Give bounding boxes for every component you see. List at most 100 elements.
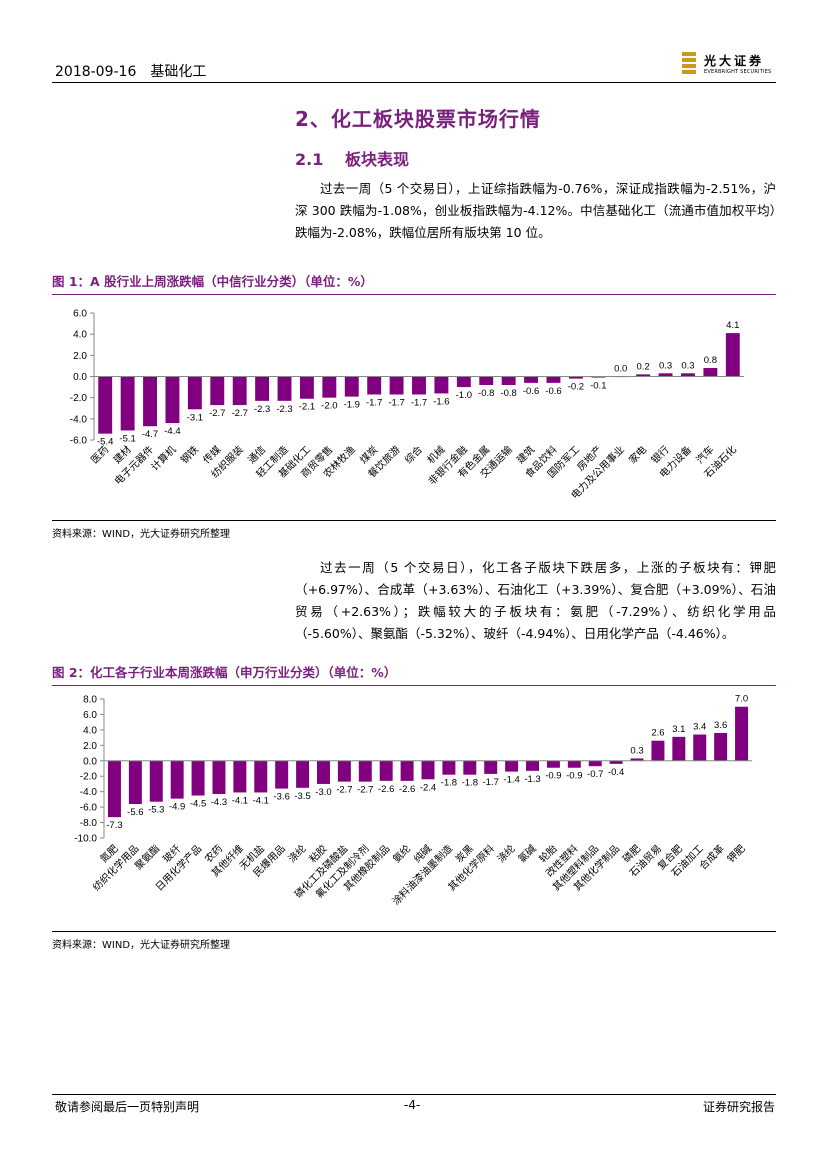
bar-7 (254, 760, 268, 793)
data-label-2: -5.3 (148, 805, 164, 816)
bar-21 (568, 376, 583, 379)
data-label-15: -2.4 (420, 782, 436, 793)
y-tick-label: 0.0 (83, 756, 97, 767)
bar-19 (505, 760, 519, 772)
data-label-7: -4.1 (253, 795, 269, 806)
data-label-4: -3.1 (187, 412, 203, 423)
data-label-8: -2.3 (276, 404, 292, 415)
footer-report-type: 证券研究报告 (703, 1100, 776, 1114)
bar-22 (567, 760, 581, 768)
bar-26 (681, 373, 695, 377)
chart-industry-weekly-change: 6.04.02.00.0-2.0-4.0-6.0 -5.4医药-5.1建材-4.7… (70, 309, 744, 502)
bar-13 (379, 760, 393, 781)
bar-11 (344, 376, 359, 397)
y-tick-label: -6.0 (70, 436, 88, 447)
bar-25 (658, 373, 673, 377)
data-label-3: -4.4 (164, 426, 180, 437)
chart-chemical-subsector-change: 8.0 6.0 4.0 2.0 0.0 -2.0 -4.0 -6.0 -8.0 -10.0 -7.3… (74, 694, 752, 908)
data-label-1: -5.6 (127, 807, 143, 818)
logo-mark-icon (682, 52, 696, 74)
data-label-16: -1.0 (456, 390, 472, 401)
data-label-7: -2.3 (254, 404, 270, 415)
bar-10 (317, 760, 330, 784)
header-rule (52, 82, 776, 83)
bar-27 (703, 368, 718, 377)
category-label-24: 家电 (626, 443, 649, 466)
data-label-11: -2.7 (336, 785, 352, 796)
bar-30 (735, 706, 749, 761)
data-label-17: -0.8 (478, 388, 494, 399)
y-tick-label: -10.0 (74, 834, 97, 845)
category-label-9: 涤纶 (285, 842, 308, 865)
footer-rule (52, 1094, 776, 1095)
data-label-22: -0.9 (566, 771, 582, 782)
data-label-24: 0.2 (637, 361, 650, 372)
bar-5 (212, 760, 226, 794)
bar-28 (693, 734, 707, 761)
category-label-19: 涤纶 (494, 842, 517, 865)
category-label-20: 氯碱 (515, 842, 538, 865)
data-label-12: -1.7 (366, 397, 382, 408)
data-label-15: -1.6 (433, 396, 449, 407)
data-label-29: 3.6 (714, 720, 727, 731)
data-label-10: -3.0 (315, 787, 331, 798)
data-label-22: -0.1 (590, 381, 606, 392)
data-label-10: -2.0 (321, 401, 337, 412)
data-label-6: -2.7 (232, 408, 248, 419)
data-label-19: -0.6 (523, 386, 539, 397)
paragraph-subsector-summary: 过去一周（5 个交易日），化工各子版块下跌居多，上涨的子板块有：钾肥（+6.97… (295, 557, 776, 645)
data-label-1: -5.1 (119, 433, 135, 444)
data-label-5: -2.7 (209, 408, 225, 419)
data-label-19: -1.4 (503, 775, 519, 786)
footer-page-number: -4- (404, 1098, 421, 1112)
figure2-bottom-rule (52, 931, 776, 932)
data-label-23: -0.7 (587, 769, 603, 780)
bar-18 (501, 376, 516, 385)
data-label-21: -0.9 (545, 771, 561, 782)
bar-14 (412, 376, 426, 395)
data-label-5: -4.3 (211, 797, 227, 808)
bar-15 (421, 760, 435, 780)
data-label-9: -2.1 (299, 402, 315, 413)
header-date-section: 2018-09-16 基础化工 (55, 64, 207, 80)
data-label-21: -0.2 (568, 382, 584, 393)
bar-23 (588, 760, 602, 767)
data-label-25: 0.3 (659, 360, 672, 371)
bar-9 (299, 376, 314, 399)
y-tick-label: -4.0 (70, 414, 88, 425)
bar-8 (277, 376, 292, 401)
bar-27 (672, 736, 686, 761)
y-tick-label: -8.0 (80, 818, 98, 829)
data-label-28: 4.1 (726, 320, 739, 331)
subsection-number: 2.1 (295, 150, 324, 169)
bar-3 (165, 376, 180, 424)
figure1-source: 资料来源：WIND，光大证券研究所整理 (52, 529, 231, 540)
y-tick-label: -6.0 (80, 803, 98, 814)
bar-15 (434, 376, 449, 394)
category-label-3: 计算机 (148, 443, 178, 473)
data-label-17: -1.8 (462, 778, 478, 789)
bar-17 (479, 376, 494, 385)
figure1-top-rule (52, 294, 776, 295)
data-label-18: -1.7 (483, 777, 499, 788)
data-label-4: -4.5 (190, 799, 206, 810)
data-label-0: -7.3 (106, 820, 122, 831)
bar-10 (322, 376, 337, 398)
subsection-label: 板块表现 (345, 150, 410, 169)
data-label-27: 0.8 (704, 355, 717, 366)
bar-12 (367, 376, 382, 395)
figure2-title: 图 2：化工各子行业本周涨跌幅（申万行业分类）（单位：%） (52, 665, 397, 680)
bar-16 (442, 760, 456, 775)
bar-7 (255, 376, 270, 401)
bar-26 (651, 740, 665, 761)
bar-16 (456, 376, 471, 388)
y-tick-label: 6.0 (73, 309, 87, 320)
bar-4 (191, 760, 205, 796)
y-tick-label: -2.0 (70, 393, 88, 404)
company-logo: 光大证券 EVERBRIGHT SECURITIES (682, 52, 782, 78)
data-label-18: -0.8 (500, 388, 516, 399)
bar-25 (630, 758, 644, 761)
data-label-26: 0.3 (681, 360, 694, 371)
bar-29 (714, 732, 728, 761)
y-tick-label: 2.0 (73, 351, 87, 362)
